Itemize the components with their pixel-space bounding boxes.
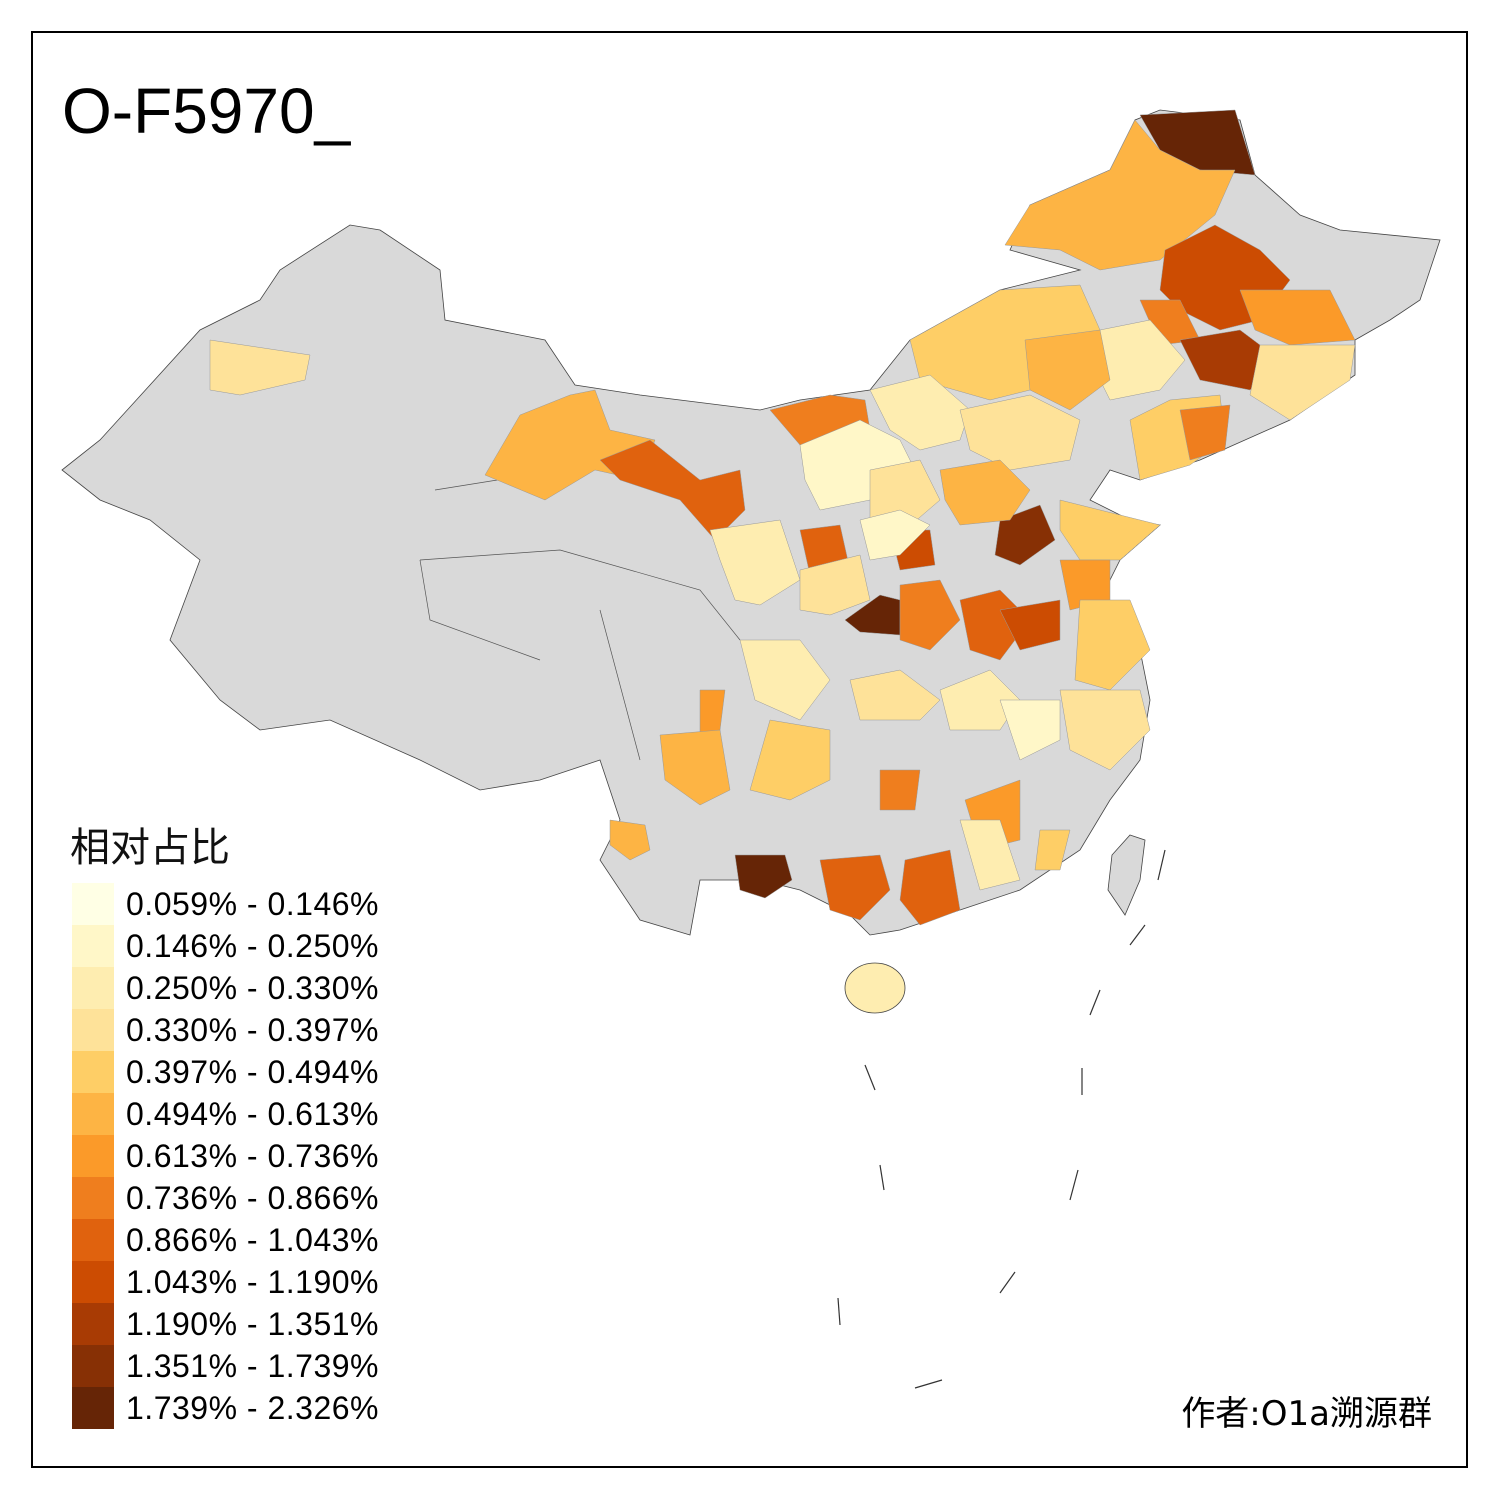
map-region (749, 719, 831, 801)
legend-label: 0.736% - 0.866% (126, 1179, 379, 1216)
map-region (1059, 689, 1151, 771)
china-outline (61, 109, 1441, 936)
legend-label: 0.397% - 0.494% (126, 1053, 379, 1090)
legend-swatch (72, 1387, 114, 1429)
legend-label: 0.250% - 0.330% (126, 969, 379, 1006)
map-region (959, 394, 1081, 471)
legend-label: 1.190% - 1.351% (126, 1305, 379, 1342)
south-china-sea-islands (837, 849, 1166, 1389)
legend-item: 0.866% - 1.043% (72, 1219, 379, 1261)
map-region (659, 729, 731, 806)
map-region (1004, 119, 1236, 271)
legend-item: 0.613% - 0.736% (72, 1135, 379, 1177)
map-region (1059, 499, 1161, 561)
legend-label: 1.351% - 1.739% (126, 1347, 379, 1384)
taiwan-island (1107, 834, 1146, 916)
map-region (869, 459, 941, 531)
legend-item: 0.059% - 0.146% (72, 883, 379, 925)
legend-swatch (72, 1345, 114, 1387)
legend-swatch (72, 1135, 114, 1177)
legend-item: 0.330% - 0.397% (72, 1009, 379, 1051)
legend-swatch (72, 1051, 114, 1093)
map-region (999, 699, 1061, 761)
legend-label: 0.146% - 0.250% (126, 927, 379, 964)
legend-item: 1.739% - 2.326% (72, 1387, 379, 1429)
legend-swatch (72, 1219, 114, 1261)
legend-item: 1.190% - 1.351% (72, 1303, 379, 1345)
legend-item: 1.043% - 1.190% (72, 1261, 379, 1303)
map-region (609, 819, 651, 861)
legend-swatch (72, 883, 114, 925)
legend-item: 0.736% - 0.866% (72, 1177, 379, 1219)
map-region (859, 509, 931, 561)
map-region (599, 439, 746, 541)
legend-label: 0.613% - 0.736% (126, 1137, 379, 1174)
map-region (1034, 829, 1071, 871)
map-region (819, 854, 891, 921)
map-region (209, 339, 311, 396)
author-credit: 作者:O1a溯源群 (1181, 1394, 1432, 1434)
map-region (734, 854, 793, 899)
map-region (899, 579, 961, 651)
map-frame (31, 31, 1468, 1468)
legend-label: 1.739% - 2.326% (126, 1389, 379, 1426)
legend-swatch (72, 1093, 114, 1135)
map-region (1249, 344, 1356, 421)
legend-label: 0.494% - 0.613% (126, 1095, 379, 1132)
map-region (879, 769, 921, 811)
legend-label: 0.330% - 0.397% (126, 1011, 379, 1048)
map-region (709, 519, 801, 606)
region-layer (209, 109, 1356, 926)
legend-item: 1.351% - 1.739% (72, 1345, 379, 1387)
map-title: O-F5970_ (62, 75, 351, 147)
legend-swatch (72, 925, 114, 967)
map-region (739, 639, 831, 721)
legend-title: 相对占比 (70, 825, 230, 871)
legend-label: 1.043% - 1.190% (126, 1263, 379, 1300)
legend-item: 0.146% - 0.250% (72, 925, 379, 967)
legend-label: 0.059% - 0.146% (126, 885, 379, 922)
legend-item: 0.397% - 0.494% (72, 1051, 379, 1093)
legend-swatch (72, 1303, 114, 1345)
legend-swatch (72, 1009, 114, 1051)
map-region (1239, 289, 1356, 346)
map-region (799, 554, 871, 616)
legend-item: 0.494% - 0.613% (72, 1093, 379, 1135)
map-region (849, 669, 941, 721)
map-region (999, 599, 1061, 651)
map-region (899, 849, 961, 926)
map-region (939, 459, 1031, 526)
map-region (959, 819, 1021, 891)
map-region (869, 374, 971, 451)
map-region (1024, 329, 1111, 411)
legend: 0.059% - 0.146% 0.146% - 0.250% 0.250% - 0… (72, 883, 379, 1429)
hainan-island (844, 962, 906, 1014)
legend-item: 0.250% - 0.330% (72, 967, 379, 1009)
legend-label: 0.866% - 1.043% (126, 1221, 379, 1258)
legend-swatch (72, 1177, 114, 1219)
map-region (1074, 599, 1151, 691)
map-region (1179, 404, 1231, 461)
legend-swatch (72, 967, 114, 1009)
legend-swatch (72, 1261, 114, 1303)
